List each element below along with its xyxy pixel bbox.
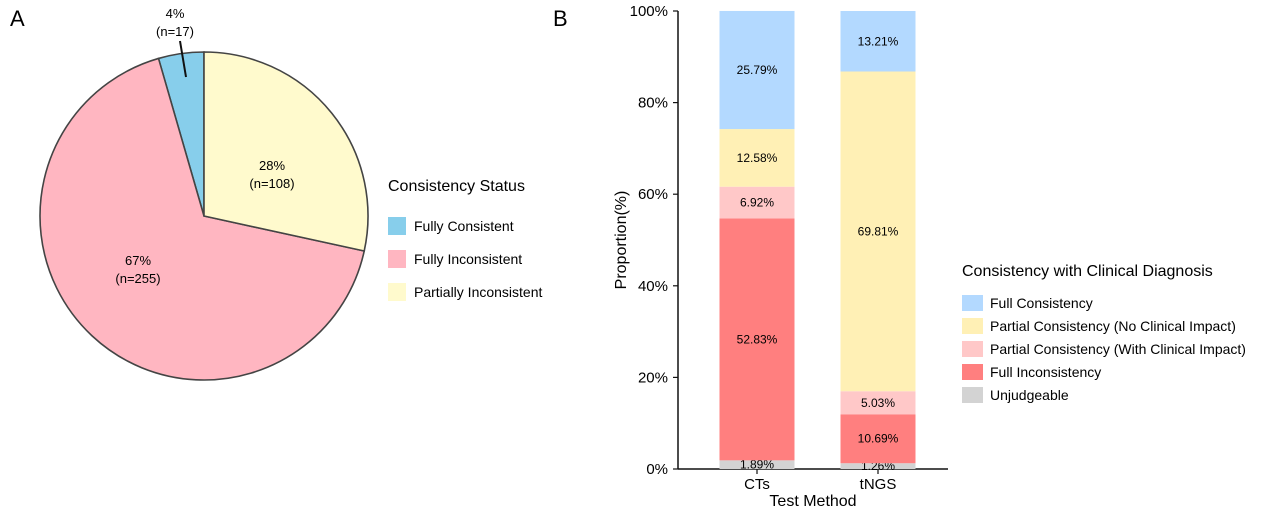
panel-b-label: B bbox=[553, 6, 568, 31]
pie-legend-label: Fully Consistent bbox=[414, 218, 514, 234]
bar-segment-partial-consistency-no-clinical-impact bbox=[840, 71, 916, 392]
pie-slice-count-label: (n=108) bbox=[249, 176, 294, 191]
bar-legend-swatch bbox=[962, 341, 983, 357]
bar-segment-label: 10.69% bbox=[858, 432, 899, 446]
bar-segment-full-consistency bbox=[719, 10, 795, 130]
bar-segment-partial-consistency-no-clinical-impact bbox=[719, 129, 795, 187]
x-axis-title: Test Method bbox=[769, 493, 856, 510]
bar-legend-label: Full Inconsistency bbox=[990, 364, 1101, 380]
x-tick-label: tNGS bbox=[860, 476, 897, 493]
pie-slice-count-label: (n=17) bbox=[156, 24, 194, 39]
pie-slice-partially-inconsistent bbox=[203, 51, 369, 252]
pie-legend-label: Fully Inconsistent bbox=[414, 251, 522, 267]
bar-segment-unjudgeable bbox=[719, 460, 795, 469]
bar-segment-full-inconsistency bbox=[719, 218, 795, 461]
y-tick-label: 80% bbox=[638, 95, 668, 112]
pie-slice-percent-label: 28% bbox=[259, 158, 285, 173]
bar-legend-label: Full Consistency bbox=[990, 295, 1093, 311]
bar-segment-partial-consistency-with-clinical-impact bbox=[840, 391, 916, 415]
bar-legend-swatch bbox=[962, 295, 983, 311]
pie-legend-label: Partially Inconsistent bbox=[414, 284, 543, 300]
pie-slice-percent-label: 4% bbox=[166, 6, 185, 21]
bar-segment-unjudgeable bbox=[840, 463, 916, 469]
pie-legend-swatch bbox=[388, 217, 406, 235]
pie-legend-swatch bbox=[388, 250, 406, 268]
y-tick-label: 20% bbox=[638, 369, 668, 386]
bar-legend-title: Consistency with Clinical Diagnosis bbox=[962, 263, 1213, 280]
pie-legend-swatch bbox=[388, 283, 406, 301]
y-axis-title: Proportion(%) bbox=[613, 191, 630, 290]
pie-slice-fully-inconsistent bbox=[39, 57, 366, 381]
bar-segment-label: 25.79% bbox=[737, 63, 778, 77]
bar-legend-label: Unjudgeable bbox=[990, 387, 1069, 403]
pie-legend: Consistency Status Fully Consistent Fully … bbox=[388, 178, 543, 301]
x-tick-label: CTs bbox=[744, 476, 770, 493]
pie-legend-title: Consistency Status bbox=[388, 178, 525, 195]
bar-segment-full-inconsistency bbox=[840, 414, 916, 464]
y-tick-label: 60% bbox=[638, 186, 668, 203]
panel-a-label: A bbox=[10, 6, 25, 31]
pie-chart: 4% (n=17) 67% (n=255) 28% (n=108) bbox=[39, 6, 369, 381]
bar-segment-label: 5.03% bbox=[861, 396, 895, 410]
bar-segment-partial-consistency-with-clinical-impact bbox=[719, 186, 795, 219]
bar-segment-label: 13.21% bbox=[858, 34, 899, 48]
bar-segment-label: 12.58% bbox=[737, 151, 778, 165]
bar-segment-label: 69.81% bbox=[858, 224, 899, 238]
stacked-bar-chart: 0% 20% 40% 60% 80% 100% 1.89% 52.83% 6.92% 12.58%… bbox=[613, 3, 948, 510]
bar-segment-label: 52.83% bbox=[737, 332, 778, 346]
bar-segment-label: 6.92% bbox=[740, 196, 774, 210]
pie-leader-line bbox=[179, 40, 187, 78]
bar-segment-label: 1.89% bbox=[740, 458, 774, 472]
bar-segment-full-consistency bbox=[840, 11, 916, 72]
y-tick-label: 100% bbox=[630, 3, 668, 20]
bar-legend-label: Partial Consistency (No Clinical Impact) bbox=[990, 318, 1236, 334]
bar-legend-label: Partial Consistency (With Clinical Impac… bbox=[990, 341, 1246, 357]
pie-slice-percent-label: 67% bbox=[125, 253, 151, 268]
bar-legend-swatch bbox=[962, 318, 983, 334]
y-tick-label: 40% bbox=[638, 278, 668, 295]
bar-legend: Consistency with Clinical Diagnosis Full … bbox=[962, 263, 1246, 403]
pie-slice-count-label: (n=255) bbox=[115, 271, 160, 286]
bar-legend-swatch bbox=[962, 387, 983, 403]
bar-legend-swatch bbox=[962, 364, 983, 380]
y-tick-label: 0% bbox=[646, 461, 668, 478]
